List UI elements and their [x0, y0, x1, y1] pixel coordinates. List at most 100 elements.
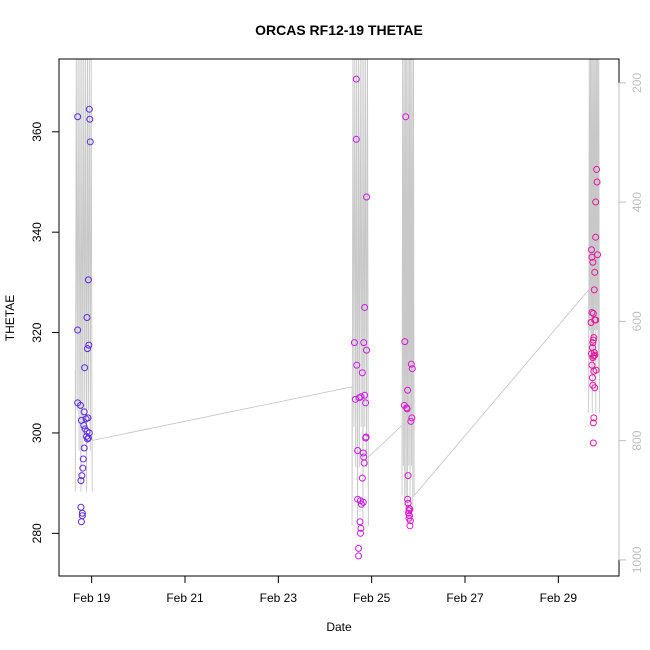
data-point	[358, 369, 366, 377]
x-tick-label: Feb 25	[353, 591, 391, 605]
data-point	[592, 233, 600, 241]
data-point	[405, 507, 413, 515]
data-point	[357, 524, 365, 532]
data-point	[351, 395, 359, 403]
data-point	[588, 361, 596, 369]
data-point	[353, 361, 361, 369]
data-point	[587, 246, 595, 254]
data-point	[591, 316, 599, 324]
data-point	[588, 253, 596, 261]
data-point	[85, 341, 93, 349]
x-axis: Feb 19 Feb 21 Feb 23 Feb 25 Feb 27 Feb 29	[73, 575, 578, 605]
data-point	[404, 495, 412, 503]
data-point	[77, 503, 85, 511]
data-point	[357, 500, 365, 508]
flight-trace-line	[74, 59, 600, 526]
data-point	[83, 345, 91, 353]
right-axis: 200 400 600 800 1000	[618, 73, 644, 573]
data-point	[352, 75, 360, 83]
data-point	[83, 314, 91, 321]
data-point	[404, 386, 412, 394]
data-point	[77, 518, 85, 526]
right-tick-label: 800	[630, 430, 644, 450]
data-point	[401, 338, 409, 346]
data-point	[589, 258, 597, 266]
data-points	[74, 75, 602, 560]
data-point	[82, 415, 90, 423]
data-point	[591, 384, 599, 392]
data-point	[408, 365, 416, 373]
x-axis-label: Date	[326, 620, 352, 634]
y-tick-label: 360	[30, 121, 44, 141]
data-point	[407, 360, 415, 368]
data-point	[404, 499, 412, 507]
data-point	[360, 453, 368, 461]
data-point	[406, 505, 414, 513]
data-point	[588, 308, 596, 316]
data-point	[589, 339, 597, 347]
x-tick-label: Feb 21	[166, 591, 204, 605]
data-point	[78, 509, 86, 517]
y-axis: 280 300 320 340 360	[30, 121, 60, 543]
data-point	[363, 193, 371, 201]
data-point	[356, 518, 364, 526]
data-point	[590, 352, 598, 360]
data-point	[406, 522, 414, 530]
data-point	[86, 138, 94, 146]
data-point	[354, 447, 362, 455]
data-point	[80, 408, 88, 416]
data-point	[362, 399, 370, 407]
data-point	[592, 366, 600, 374]
data-point	[405, 504, 413, 512]
data-point	[408, 414, 416, 422]
data-point	[594, 251, 602, 259]
right-tick-label: 1000	[630, 546, 644, 573]
data-point	[80, 444, 88, 452]
data-point	[403, 405, 411, 413]
data-point	[355, 552, 363, 560]
y-tick-label: 300	[30, 423, 44, 443]
data-point	[356, 529, 364, 537]
data-point	[358, 474, 366, 482]
x-tick-label: Feb 29	[540, 591, 578, 605]
data-point	[84, 276, 92, 284]
data-point	[589, 419, 597, 427]
data-point	[588, 374, 596, 382]
data-point	[79, 464, 87, 472]
data-point	[591, 268, 599, 276]
data-point	[350, 339, 358, 347]
data-point	[590, 414, 598, 422]
y-tick-label: 280	[30, 523, 44, 543]
data-point	[79, 455, 87, 463]
data-point	[360, 459, 368, 467]
right-tick-label: 600	[630, 311, 644, 331]
data-point	[361, 391, 369, 399]
data-point	[590, 286, 598, 294]
data-point	[589, 439, 597, 447]
data-point	[77, 477, 85, 485]
data-point	[352, 135, 360, 143]
right-tick-label: 200	[630, 73, 644, 93]
data-point	[407, 417, 415, 425]
data-point	[78, 472, 86, 480]
data-point	[589, 309, 597, 317]
data-point	[404, 472, 412, 480]
data-point	[76, 401, 84, 409]
data-point	[357, 393, 365, 401]
y-tick-label: 340	[30, 222, 44, 242]
data-point	[74, 113, 82, 121]
data-point	[405, 512, 413, 520]
y-tick-label: 320	[30, 322, 44, 342]
right-tick-label: 400	[630, 192, 644, 212]
plot-frame	[58, 58, 620, 577]
data-point	[589, 336, 597, 344]
data-point	[355, 544, 363, 552]
chart-title: ORCAS RF12-19 THETAE	[255, 22, 423, 38]
data-point	[362, 434, 370, 442]
data-point	[83, 435, 91, 443]
data-point	[80, 421, 88, 429]
data-point	[406, 517, 414, 525]
data-point	[81, 364, 89, 372]
data-point	[84, 434, 92, 442]
flight-trace	[74, 59, 600, 526]
